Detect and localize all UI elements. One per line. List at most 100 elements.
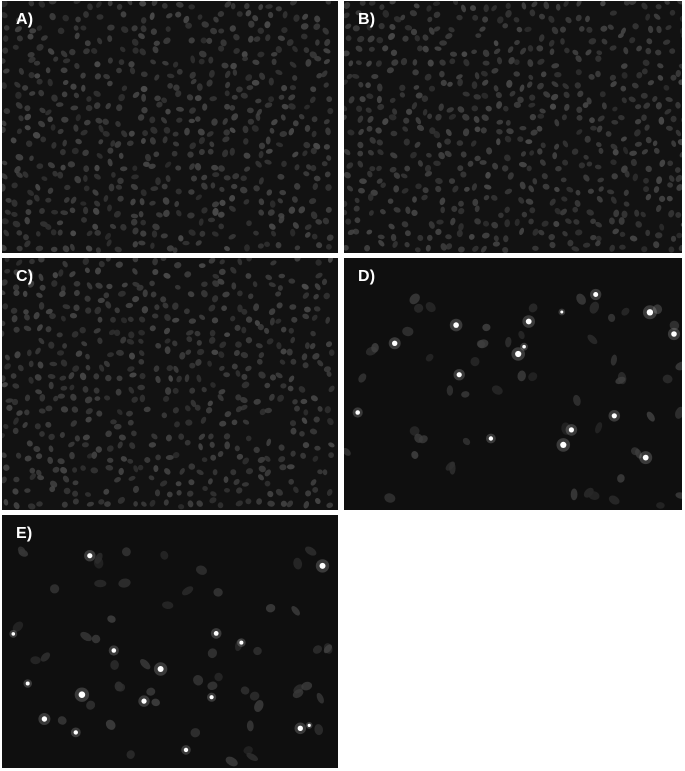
cell-nucleus [304, 232, 311, 238]
cell-nucleus [266, 189, 273, 196]
cell-nucleus [131, 174, 139, 180]
cell-nucleus [503, 105, 509, 112]
cell-nucleus [208, 56, 214, 64]
cell-nucleus [327, 418, 334, 426]
cell-nucleus [528, 372, 538, 382]
cell-nucleus [393, 172, 401, 179]
cell-nucleus [149, 325, 156, 332]
cell-nucleus [39, 284, 46, 291]
cell-nucleus [659, 223, 665, 231]
cell-nucleus [677, 138, 682, 146]
cell-nucleus [163, 209, 170, 218]
cell-nucleus [163, 327, 171, 335]
cell-nucleus [45, 109, 52, 116]
cell-nucleus [305, 546, 317, 556]
cell-nucleus [265, 148, 273, 154]
cell-nucleus [387, 198, 394, 204]
cell-nucleus [358, 187, 365, 194]
cell-nucleus [280, 114, 286, 121]
cell-nucleus [291, 316, 298, 323]
cell-nucleus [195, 565, 208, 575]
cell-nucleus [232, 69, 238, 76]
cell-nucleus [344, 149, 351, 156]
cell-nucleus [157, 666, 164, 672]
cell-nucleus [83, 11, 89, 18]
cell-nucleus [377, 234, 385, 240]
cell-nucleus [609, 10, 617, 16]
cell-nucleus [560, 310, 564, 314]
cell-nucleus [218, 351, 225, 358]
cell-nucleus [150, 59, 157, 65]
cell-nucleus [496, 138, 501, 146]
cell-nucleus [608, 495, 620, 505]
cell-nucleus [140, 219, 147, 226]
cell-nucleus [575, 14, 582, 22]
cell-nucleus [641, 246, 648, 253]
micrograph-panel-c: C) [2, 258, 338, 510]
cell-nucleus [80, 201, 87, 206]
cell-nucleus [132, 296, 140, 303]
cell-nucleus [516, 26, 523, 33]
cell-nucleus [303, 47, 310, 54]
cell-nucleus [224, 411, 232, 418]
cell-nucleus [324, 38, 331, 47]
cell-nucleus [367, 35, 375, 43]
cell-nucleus [162, 197, 170, 205]
cell-nucleus [505, 336, 512, 348]
cell-nucleus [601, 38, 608, 45]
cell-nucleus [480, 127, 487, 134]
cell-nucleus [105, 374, 112, 382]
cell-nucleus [183, 747, 189, 753]
cell-nucleus [474, 205, 480, 213]
cell-nucleus [187, 212, 195, 219]
cell-nucleus [328, 385, 335, 393]
cell-nucleus [678, 63, 682, 70]
cell-nucleus [517, 370, 526, 382]
cell-nucleus [681, 46, 682, 52]
cell-nucleus [326, 155, 332, 161]
cell-nucleus [438, 103, 444, 111]
cell-nucleus [655, 4, 662, 10]
cell-nucleus [160, 233, 168, 239]
cell-nucleus [572, 206, 579, 213]
cell-nucleus [532, 178, 538, 185]
cell-nucleus [116, 104, 123, 112]
cell-nucleus [281, 27, 288, 34]
cell-nucleus [481, 232, 490, 239]
cell-nucleus [60, 315, 66, 322]
cell-nucleus [400, 57, 408, 66]
cell-nucleus [59, 149, 66, 156]
cell-nucleus [645, 47, 652, 55]
cell-nucleus [366, 229, 373, 235]
cell-nucleus [82, 258, 89, 266]
cell-nucleus [155, 375, 161, 384]
cell-nucleus [549, 198, 556, 206]
cell-nucleus [323, 58, 330, 65]
cell-nucleus [292, 689, 304, 699]
cell-nucleus [588, 491, 600, 500]
cell-nucleus [10, 373, 17, 379]
cell-nucleus [126, 410, 133, 417]
cell-nucleus [588, 38, 597, 45]
cell-nucleus [433, 11, 441, 18]
cell-nucleus [47, 48, 55, 55]
cell-nucleus [493, 235, 499, 242]
cell-nucleus [426, 5, 432, 12]
cell-nucleus [644, 124, 650, 131]
cell-nucleus [491, 385, 503, 395]
cell-nucleus [35, 389, 43, 395]
cell-nucleus [656, 502, 665, 509]
cell-nucleus [131, 25, 138, 32]
cell-nucleus [623, 47, 629, 55]
cell-nucleus [164, 161, 172, 168]
cell-nucleus [369, 166, 376, 172]
cell-nucleus [95, 446, 102, 453]
cell-nucleus [414, 433, 423, 443]
cell-nucleus [73, 289, 80, 297]
cell-nucleus [208, 258, 216, 264]
cell-nucleus [95, 117, 103, 124]
cell-nucleus [217, 278, 225, 285]
cell-nucleus [17, 364, 24, 372]
cell-nucleus [140, 230, 147, 237]
cell-nucleus [676, 232, 682, 239]
